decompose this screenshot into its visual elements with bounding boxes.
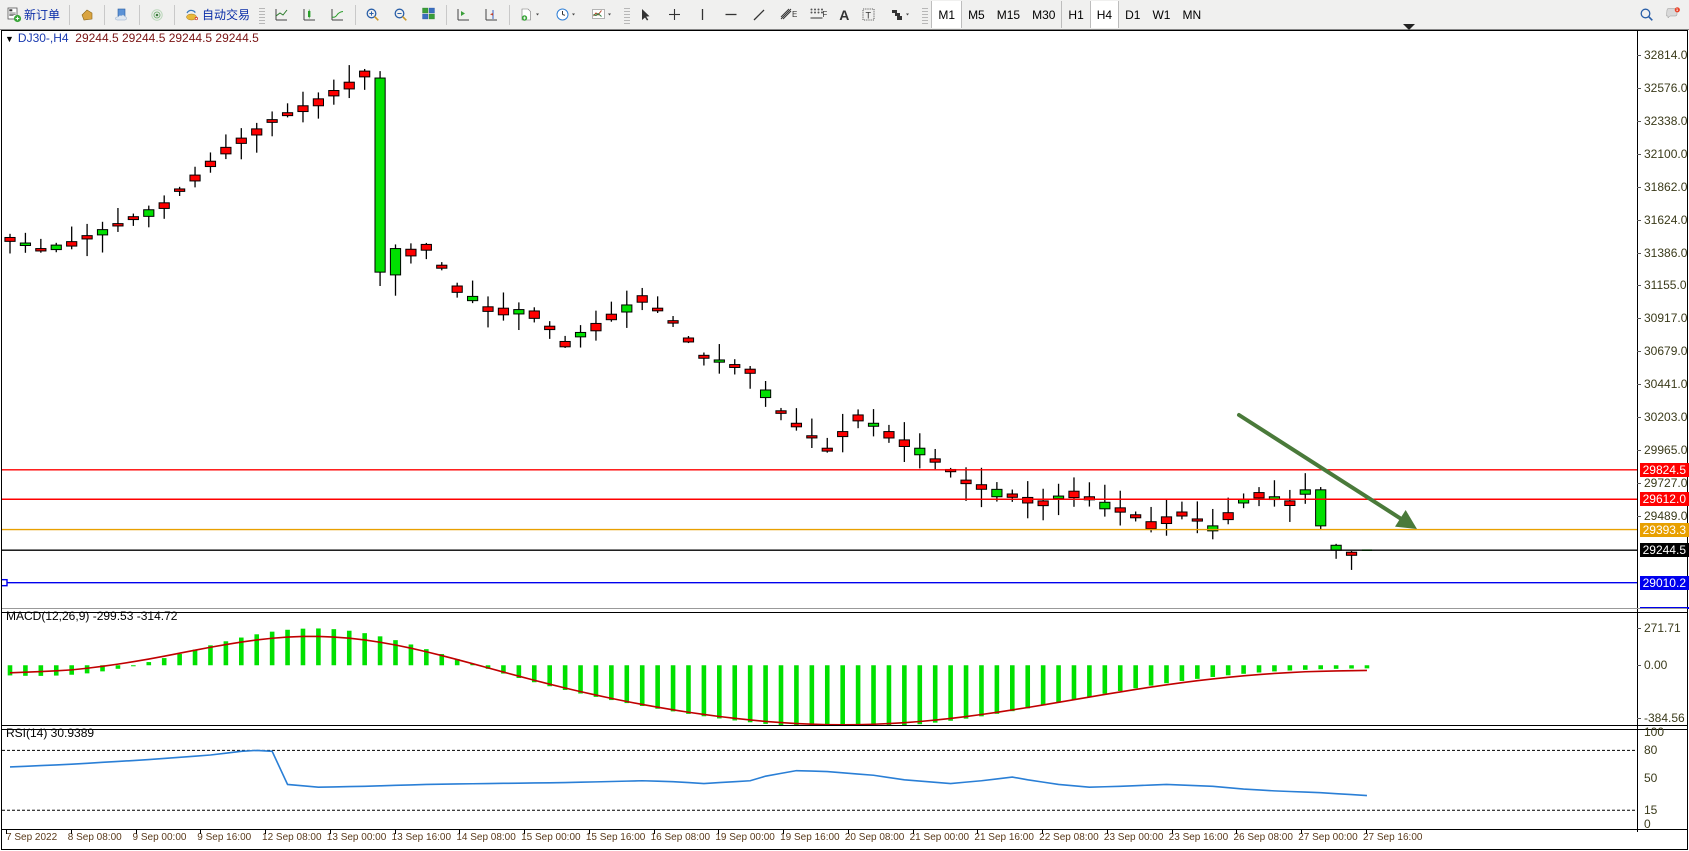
svg-text:1: 1 [1676, 7, 1678, 11]
svg-text:T: T [866, 10, 872, 20]
